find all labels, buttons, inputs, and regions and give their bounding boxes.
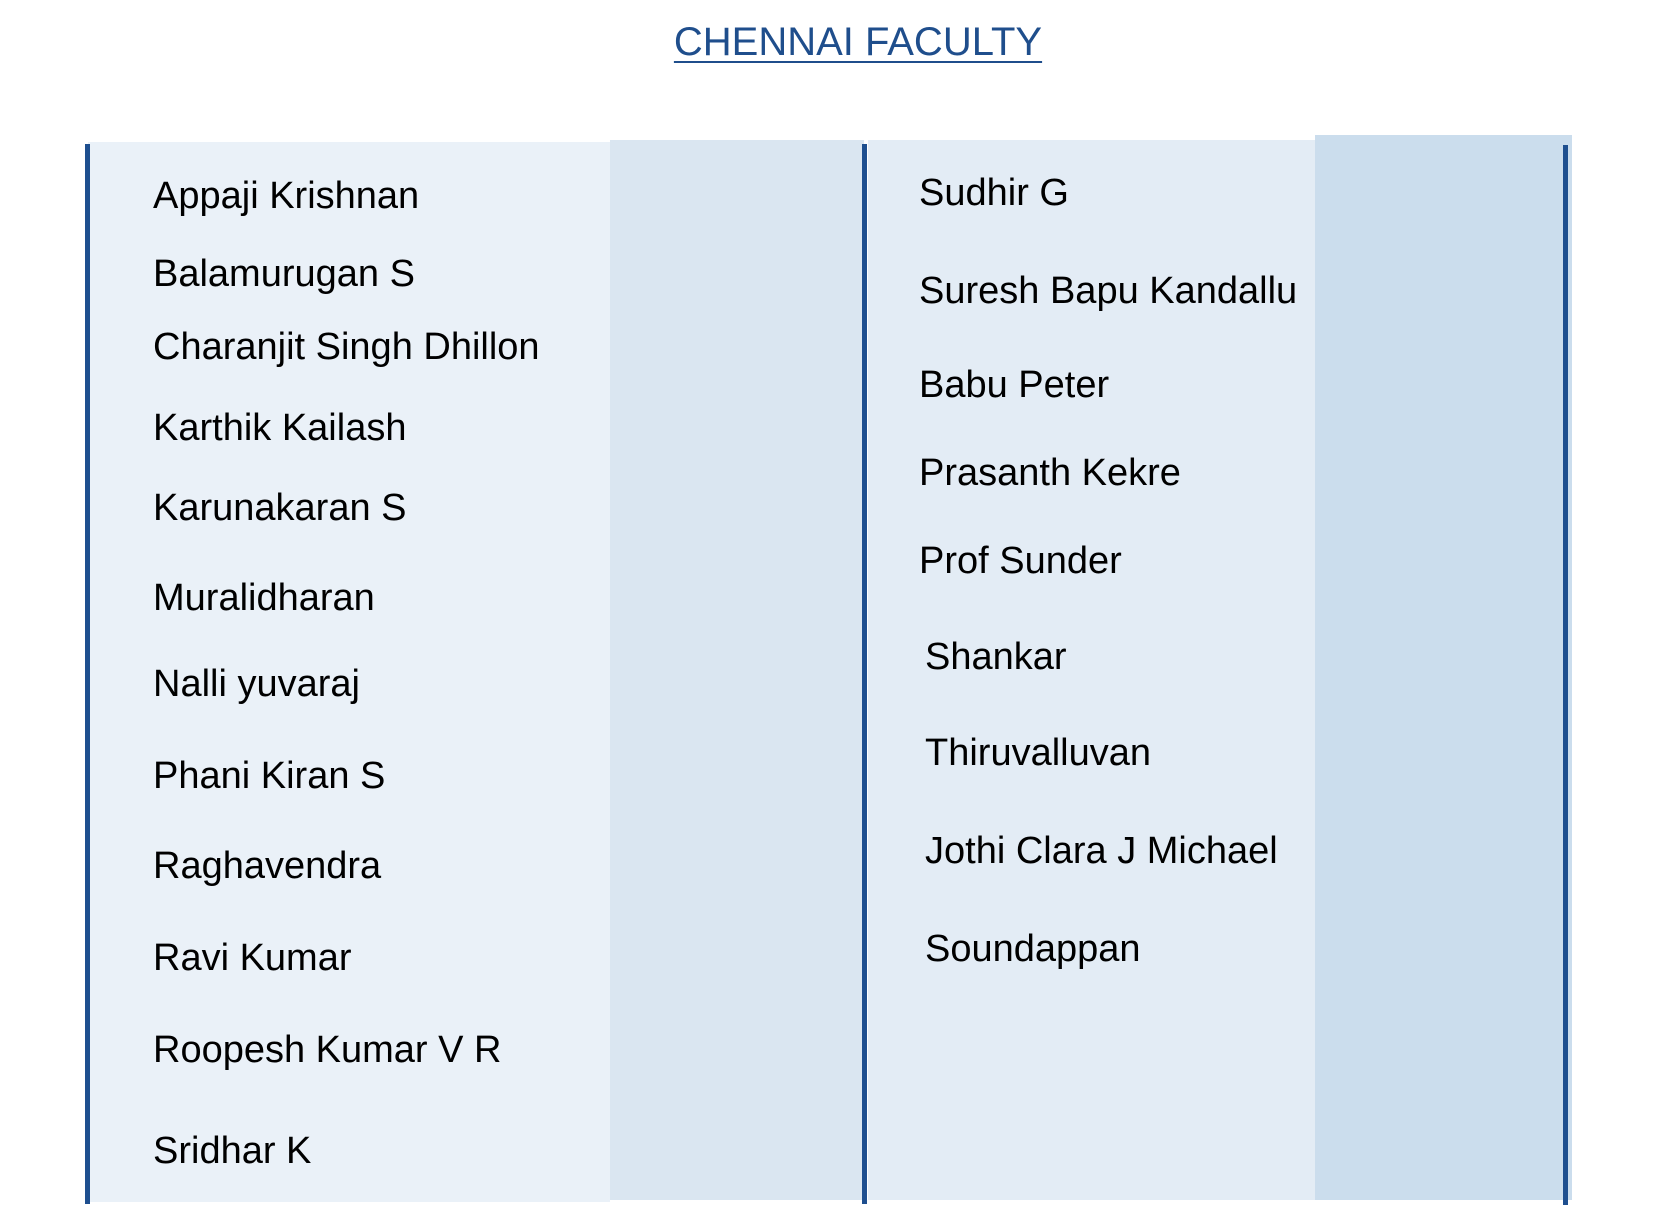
faculty-name: Shankar (925, 636, 1067, 678)
faculty-name: Sudhir G (919, 172, 1069, 214)
right-panel (868, 140, 1315, 1200)
left-border (85, 144, 90, 1204)
faculty-name: Nalli yuvaraj (153, 663, 360, 705)
faculty-name: Soundappan (925, 928, 1141, 970)
faculty-name: Charanjit Singh Dhillon (153, 326, 540, 368)
faculty-name: Appaji Krishnan (153, 175, 420, 217)
middle-border (862, 144, 867, 1204)
faculty-name: Raghavendra (153, 845, 382, 887)
faculty-name: Prof Sunder (919, 540, 1122, 582)
faculty-name: Thiruvalluvan (925, 732, 1151, 774)
faculty-name: Suresh Bapu Kandallu (919, 270, 1298, 312)
faculty-name: Prasanth Kekre (919, 452, 1181, 494)
faculty-name: Jothi Clara J Michael (925, 830, 1278, 872)
faculty-name: Roopesh Kumar V R (153, 1029, 502, 1071)
faculty-name: Balamurugan S (153, 253, 415, 295)
faculty-name: Phani Kiran S (153, 755, 386, 797)
faculty-name: Karunakaran S (153, 487, 407, 529)
page-title: CHENNAI FACULTY (673, 20, 1043, 64)
faculty-name: Karthik Kailash (153, 407, 407, 449)
right-border (1563, 145, 1568, 1205)
faculty-name: Ravi Kumar (153, 937, 352, 979)
faculty-name: Sridhar K (153, 1130, 312, 1172)
right-panel-shade (1315, 135, 1572, 1200)
left-panel (88, 142, 610, 1202)
faculty-name: Babu Peter (919, 364, 1110, 406)
left-panel-shade (610, 140, 864, 1200)
faculty-name: Muralidharan (153, 577, 375, 619)
